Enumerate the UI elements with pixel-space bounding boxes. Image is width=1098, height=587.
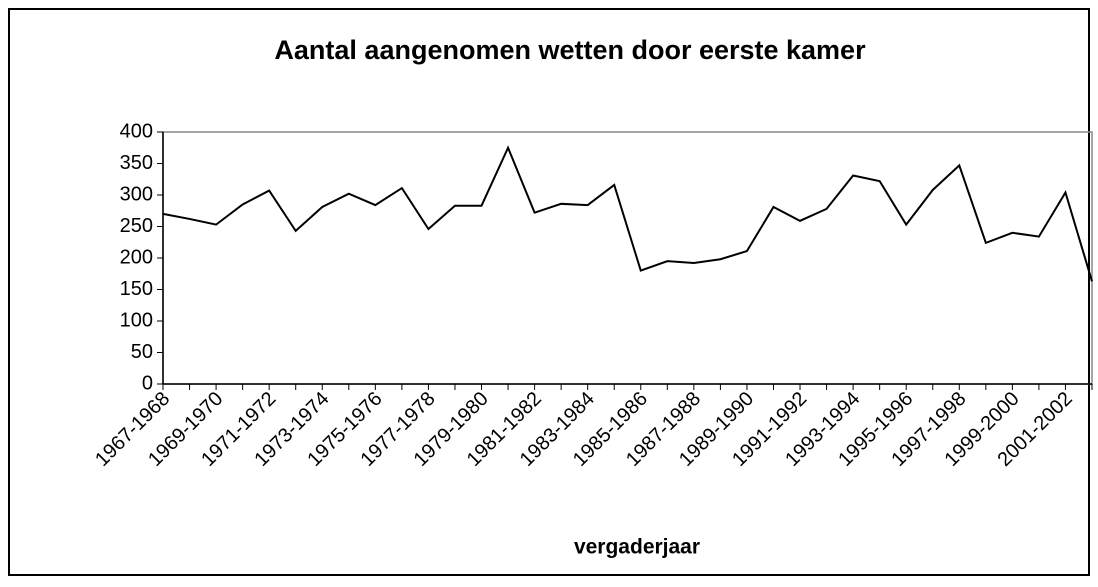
chart-frame <box>8 8 1090 576</box>
chart-title: Aantal aangenomen wetten door eerste kam… <box>274 35 866 65</box>
x-axis-label: vergaderjaar <box>574 536 700 559</box>
data-line <box>162 145 1093 282</box>
y-tick-label: 400 <box>120 120 153 142</box>
y-tick-label: 150 <box>120 278 153 300</box>
y-tick-label: 200 <box>120 246 153 268</box>
y-tick-label: 300 <box>120 183 153 205</box>
y-tick-label: 0 <box>142 372 153 394</box>
y-tick-label: 350 <box>120 152 153 174</box>
y-tick-label: 100 <box>120 309 153 331</box>
y-tick-label: 50 <box>131 341 153 363</box>
y-tick-label: 250 <box>120 215 153 237</box>
